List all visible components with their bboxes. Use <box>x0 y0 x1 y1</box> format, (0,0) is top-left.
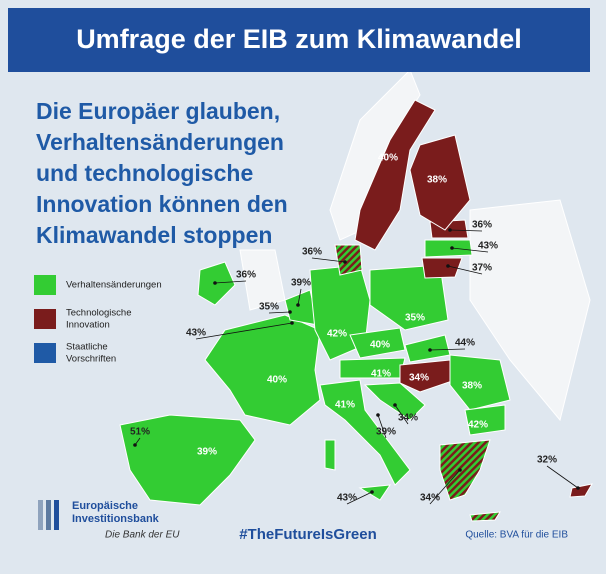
subtitle-line: Klimawandel stoppen <box>36 222 272 248</box>
leader-line <box>451 247 489 253</box>
legend-label: Vorschriften <box>66 354 116 365</box>
leader-dot <box>133 443 137 447</box>
leader-dot <box>376 413 380 417</box>
leader-line <box>346 491 373 505</box>
map-label: 42% <box>468 420 488 431</box>
map-labels: 40% 38% 36% 43% 37% 36% 36% 39% 35% 43% 42% 35% 40% 4… <box>130 153 580 505</box>
source: Quelle: BVA für die EIB <box>465 530 568 541</box>
legend-swatch <box>34 275 56 295</box>
map-label: 34% <box>409 373 429 384</box>
map-label: 36% <box>302 247 322 258</box>
leader-line <box>429 469 461 505</box>
leader-dot <box>343 260 347 264</box>
legend-label: Innovation <box>66 320 110 331</box>
map-label: 36% <box>236 270 256 281</box>
map-label: 39% <box>291 278 311 289</box>
hashtag: #TheFutureIsGreen <box>239 526 377 543</box>
leader-line <box>449 229 483 232</box>
logo <box>38 500 59 530</box>
map-label: 35% <box>405 313 425 324</box>
subtitle-line: und technologische <box>36 160 253 186</box>
tagline: Die Bank der EU <box>105 530 180 541</box>
bank-name: Europäische <box>72 500 138 512</box>
subtitle: Die Europäer glauben, Verhaltensänderunge… <box>36 98 288 248</box>
map-label: 43% <box>337 493 357 504</box>
leader-dot <box>288 310 292 314</box>
leader-line <box>546 465 579 489</box>
map-label: 51% <box>130 427 150 438</box>
legend-swatch <box>34 309 56 329</box>
leader-line <box>377 414 387 439</box>
map-label: 44% <box>455 338 475 349</box>
leader-line <box>429 348 466 351</box>
legend-label: Verhaltensänderungen <box>66 280 162 291</box>
leader-line <box>214 280 247 284</box>
leader-line <box>268 311 291 314</box>
bank-name: Investitionsbank <box>72 513 160 525</box>
leader-dot <box>458 468 462 472</box>
title-banner <box>8 8 590 72</box>
leader-dot <box>446 264 450 268</box>
legend-label: Technologische <box>66 308 132 319</box>
leader-dot <box>448 228 452 232</box>
map-label: 41% <box>371 369 391 380</box>
map-label: 43% <box>186 328 206 339</box>
legend-label: Staatliche <box>66 342 108 353</box>
leader-dot <box>450 246 454 250</box>
leader-dot <box>370 490 374 494</box>
map-label: 38% <box>462 381 482 392</box>
map-label: 34% <box>420 493 440 504</box>
map-label: 40% <box>370 340 390 351</box>
subtitle-line: Die Europäer glauben, <box>36 98 280 124</box>
map-label: 39% <box>376 427 396 438</box>
map-label: 32% <box>537 455 557 466</box>
leader-line <box>297 288 302 306</box>
leader-line <box>195 322 293 340</box>
map <box>119 69 593 522</box>
map-label: 34% <box>398 413 418 424</box>
leader-dot <box>393 403 397 407</box>
map-label: 37% <box>472 263 492 274</box>
leader-dot <box>296 303 300 307</box>
leader-dot <box>576 486 580 490</box>
map-label: 36% <box>472 220 492 231</box>
map-label: 35% <box>259 302 279 313</box>
leader-line <box>394 404 409 425</box>
leader-dot <box>428 348 432 352</box>
subtitle-line: Innovation können den <box>36 191 288 217</box>
legend: Verhaltensänderungen TechnologischeInnova… <box>34 275 162 365</box>
subtitle-line: Verhaltensänderungen <box>36 129 284 155</box>
map-label: 40% <box>378 153 398 164</box>
leader-line <box>311 257 346 263</box>
map-label: 40% <box>267 375 287 386</box>
map-label: 41% <box>335 400 355 411</box>
title: Umfrage der EIB zum Klimawandel <box>76 24 522 54</box>
map-label: 38% <box>427 175 447 186</box>
map-label: 39% <box>197 447 217 458</box>
map-label: 42% <box>327 329 347 340</box>
leader-line <box>447 265 483 275</box>
leader-dot <box>290 321 294 325</box>
legend-swatch <box>34 343 56 363</box>
leader-dot <box>213 281 217 285</box>
map-label: 43% <box>478 241 498 252</box>
